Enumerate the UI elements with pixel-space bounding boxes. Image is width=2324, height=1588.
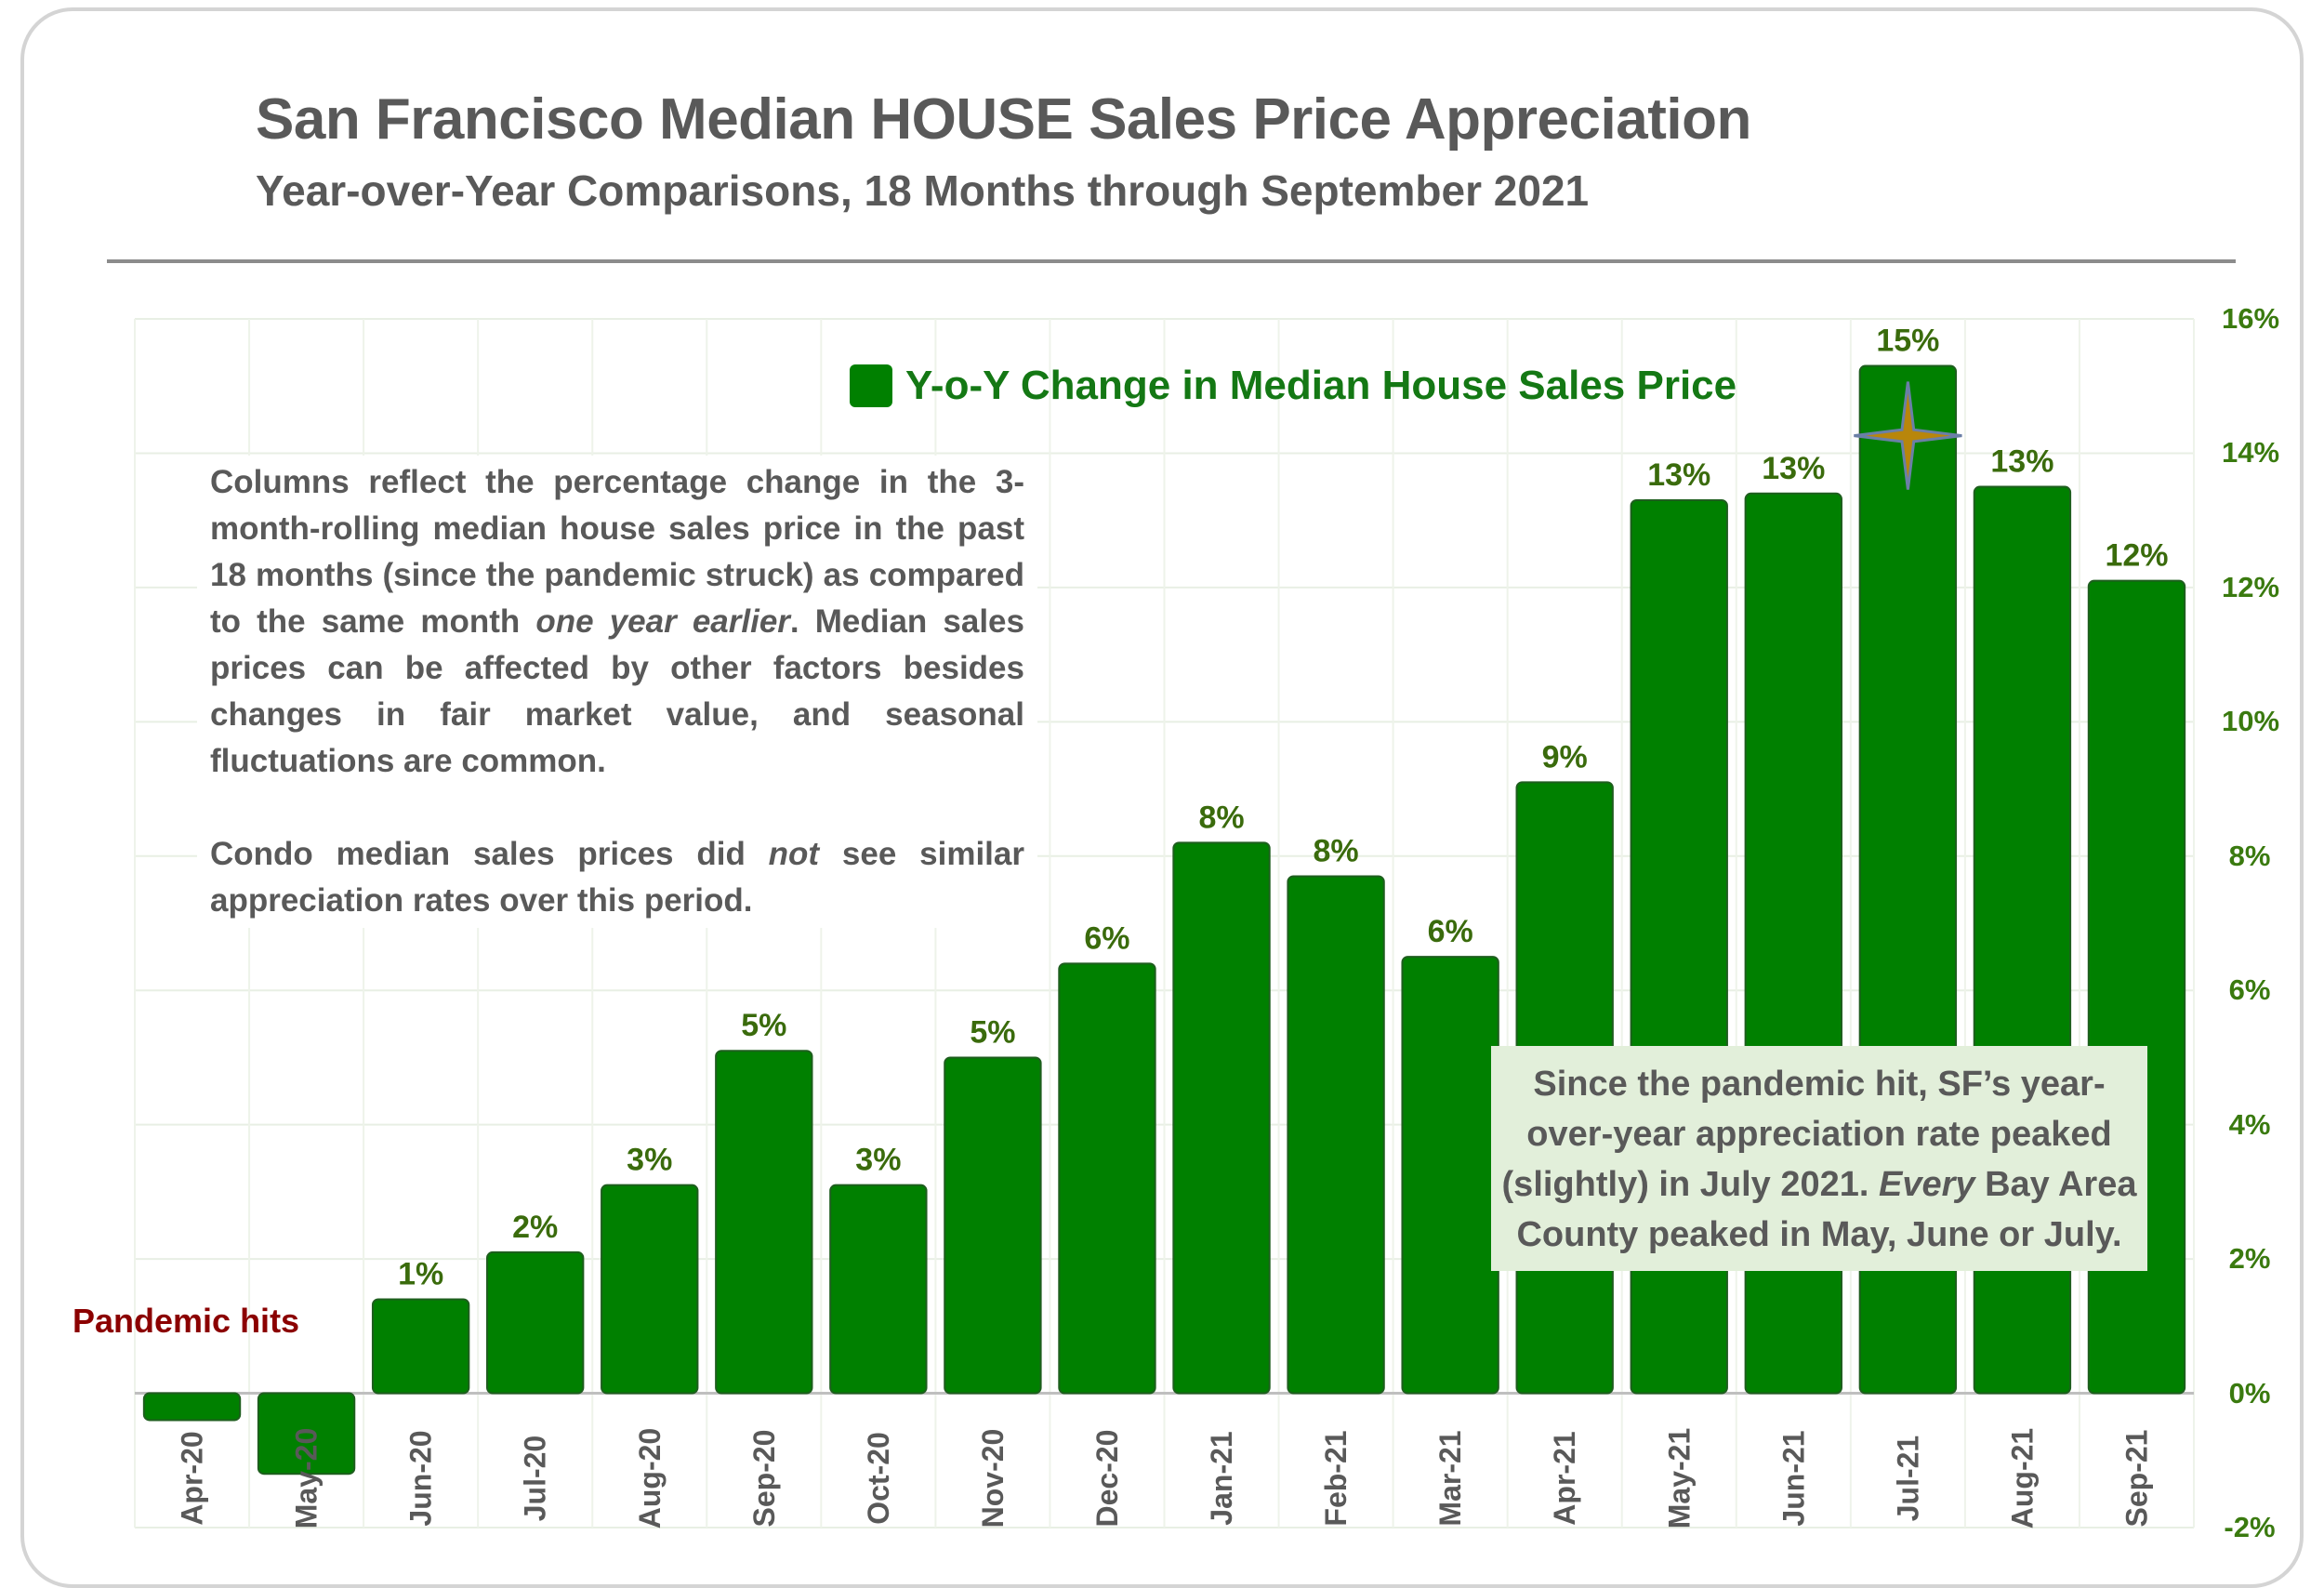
- x-tick-label: Jul-20: [519, 1436, 552, 1521]
- bar-Mar-21: [1401, 956, 1499, 1395]
- data-label: 5%: [741, 1008, 786, 1043]
- bar-Oct-20: [829, 1184, 928, 1395]
- x-tick-label: Aug-20: [633, 1428, 667, 1528]
- pandemic-annotation: Pandemic hits: [73, 1302, 300, 1340]
- data-label: 6%: [1428, 914, 1473, 949]
- x-tick-label: Sep-21: [2119, 1430, 2153, 1528]
- y-tick-label: 6%: [2228, 973, 2271, 1007]
- data-label: 12%: [2105, 538, 2168, 574]
- x-tick-label: May-20: [290, 1428, 324, 1529]
- star-shape: [1854, 381, 1962, 490]
- data-label: 1%: [398, 1256, 443, 1291]
- x-axis-labels: Apr-20 May-20 Jun-20 Jul-20 Aug-20 Sep-20 Oct-…: [176, 1428, 2154, 1529]
- bar-Dec-20: [1058, 962, 1156, 1395]
- title-divider: [107, 259, 2236, 263]
- y-tick-label: 16%: [2222, 302, 2280, 335]
- x-tick-label: Jun-21: [1776, 1430, 1810, 1526]
- x-tick-label: Jul-21: [1891, 1436, 1924, 1521]
- data-label: 8%: [1314, 833, 1359, 868]
- x-tick-label: May-21: [1662, 1428, 1696, 1529]
- chart-title: San Francisco Median HOUSE Sales Price A…: [256, 87, 1751, 152]
- note-paragraph-2: Condo median sales prices did not see si…: [210, 836, 1024, 919]
- bar-Aug-20: [601, 1184, 699, 1395]
- y-tick-label: 4%: [2228, 1107, 2271, 1141]
- x-tick-label: Nov-20: [976, 1429, 1010, 1528]
- legend-swatch: [850, 364, 892, 407]
- bar-Feb-21: [1287, 875, 1385, 1395]
- data-label: 3%: [627, 1143, 672, 1178]
- y-tick-label: 14%: [2222, 436, 2280, 470]
- bar-Sep-21: [2087, 579, 2186, 1395]
- data-label: 8%: [1198, 800, 1244, 835]
- bar-Sep-20: [715, 1050, 813, 1395]
- legend-label: Y-o-Y Change in Median House Sales Price: [905, 363, 1737, 408]
- data-label: 15%: [1876, 324, 1939, 359]
- x-tick-label: Jun-20: [404, 1430, 438, 1526]
- y-tick-label: -2%: [2224, 1511, 2276, 1543]
- data-label: 13%: [1762, 451, 1825, 486]
- bar-Jul-20: [486, 1251, 585, 1395]
- x-tick-label: Dec-20: [1090, 1430, 1124, 1528]
- explanation-note: Columns reflect the percentage change in…: [197, 456, 1037, 928]
- data-label: 6%: [1084, 920, 1129, 956]
- data-label: 5%: [970, 1014, 1015, 1050]
- peak-callout: Since the pandemic hit, SF’s year-over-y…: [1491, 1046, 2147, 1271]
- x-tick-label: Mar-21: [1433, 1430, 1467, 1526]
- data-label: 9%: [1542, 739, 1588, 774]
- data-labels: 1% 2% 3% 5% 3% 5% 6% 8% 8% 6% 9% 13% 13% 15% 13% 12%: [398, 324, 2168, 1292]
- data-label: 3%: [855, 1143, 901, 1178]
- x-tick-label: Feb-21: [1319, 1430, 1353, 1526]
- chart-subtitle: Year-over-Year Comparisons, 18 Months th…: [256, 166, 1590, 215]
- bar-Apr-20: [142, 1392, 242, 1422]
- bar-Jun-20: [371, 1298, 470, 1395]
- note-paragraph-1: Columns reflect the percentage change in…: [210, 464, 1024, 779]
- y-tick-label: 2%: [2228, 1242, 2271, 1276]
- data-label: 13%: [1647, 457, 1710, 493]
- y-tick-label: 12%: [2222, 570, 2280, 603]
- x-tick-label: Jan-21: [1205, 1431, 1238, 1525]
- x-tick-label: Oct-20: [862, 1432, 895, 1525]
- y-tick-label: 10%: [2222, 705, 2280, 738]
- x-tick-label: Apr-20: [176, 1431, 209, 1525]
- bar-Jan-21: [1172, 841, 1271, 1395]
- y-tick-label: 8%: [2228, 839, 2271, 872]
- y-tick-label: 0%: [2228, 1376, 2271, 1409]
- bar-Nov-20: [944, 1056, 1042, 1395]
- peak-star-icon: [1854, 381, 1962, 490]
- bar-May-20: [257, 1392, 356, 1476]
- data-label: 13%: [1990, 444, 2053, 480]
- x-tick-label: Aug-21: [2005, 1428, 2039, 1528]
- x-tick-label: Apr-21: [1548, 1431, 1581, 1525]
- legend: Y-o-Y Change in Median House Sales Price: [850, 363, 1736, 409]
- data-label: 2%: [512, 1210, 558, 1245]
- x-tick-label: Sep-20: [747, 1430, 781, 1528]
